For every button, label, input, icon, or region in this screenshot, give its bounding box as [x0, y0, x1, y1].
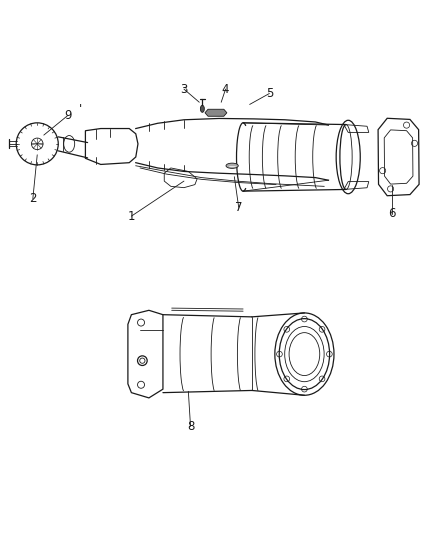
- Text: 8: 8: [187, 420, 194, 433]
- Text: 1: 1: [127, 209, 135, 223]
- Text: 9: 9: [64, 109, 72, 122]
- Ellipse shape: [226, 163, 238, 168]
- Polygon shape: [205, 109, 227, 116]
- Text: 5: 5: [266, 87, 273, 100]
- Text: 6: 6: [388, 207, 396, 221]
- Text: 2: 2: [29, 192, 37, 205]
- Text: 3: 3: [180, 83, 187, 95]
- Ellipse shape: [201, 106, 204, 112]
- Text: 7: 7: [235, 201, 243, 214]
- Text: ': ': [79, 103, 82, 116]
- Text: 4: 4: [222, 83, 230, 95]
